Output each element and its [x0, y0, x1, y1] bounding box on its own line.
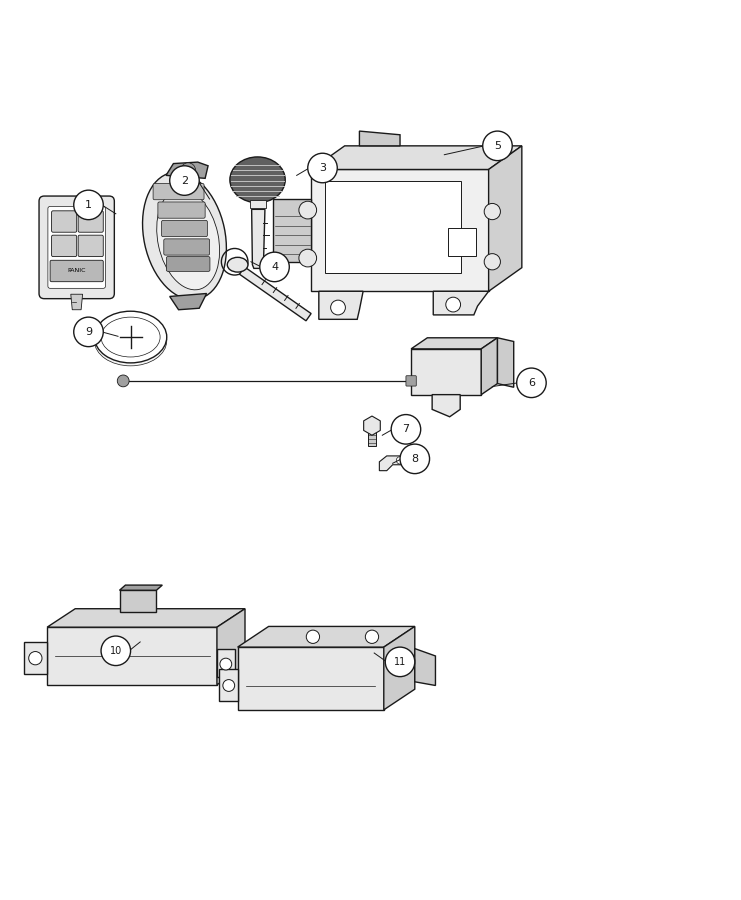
FancyBboxPatch shape — [164, 238, 210, 255]
FancyBboxPatch shape — [325, 181, 462, 273]
Circle shape — [117, 375, 129, 387]
Polygon shape — [170, 293, 207, 310]
Text: 4: 4 — [271, 262, 278, 272]
FancyBboxPatch shape — [153, 184, 204, 200]
FancyBboxPatch shape — [39, 196, 114, 299]
Polygon shape — [359, 131, 400, 146]
Ellipse shape — [94, 316, 167, 365]
FancyBboxPatch shape — [48, 206, 105, 288]
Polygon shape — [311, 169, 488, 292]
Circle shape — [484, 203, 500, 220]
Ellipse shape — [142, 172, 227, 300]
Polygon shape — [238, 626, 415, 647]
Circle shape — [299, 249, 316, 267]
Circle shape — [400, 444, 430, 473]
FancyBboxPatch shape — [52, 211, 76, 232]
Ellipse shape — [94, 311, 167, 363]
Circle shape — [181, 163, 196, 177]
Circle shape — [385, 647, 415, 677]
Polygon shape — [433, 292, 488, 315]
Circle shape — [260, 252, 289, 282]
Polygon shape — [384, 626, 415, 710]
FancyBboxPatch shape — [162, 220, 207, 237]
Polygon shape — [415, 649, 436, 686]
Polygon shape — [481, 338, 497, 394]
Polygon shape — [238, 647, 384, 710]
FancyBboxPatch shape — [368, 431, 376, 446]
FancyBboxPatch shape — [448, 228, 476, 256]
Polygon shape — [217, 608, 245, 685]
Ellipse shape — [227, 257, 248, 272]
Ellipse shape — [101, 317, 160, 357]
Text: 6: 6 — [528, 378, 535, 388]
Text: 3: 3 — [319, 163, 326, 173]
Circle shape — [299, 202, 316, 219]
Polygon shape — [411, 349, 481, 394]
Text: PANIC: PANIC — [67, 268, 86, 273]
Circle shape — [220, 658, 232, 670]
Circle shape — [74, 190, 103, 220]
Circle shape — [391, 415, 421, 444]
Circle shape — [446, 297, 461, 312]
FancyBboxPatch shape — [167, 256, 210, 272]
Circle shape — [308, 153, 337, 183]
Circle shape — [223, 680, 235, 691]
Polygon shape — [273, 199, 311, 262]
Text: 2: 2 — [181, 176, 188, 185]
Text: 9: 9 — [85, 327, 92, 337]
Polygon shape — [239, 267, 311, 320]
FancyBboxPatch shape — [158, 202, 205, 218]
Polygon shape — [432, 394, 460, 417]
Polygon shape — [319, 292, 363, 320]
Circle shape — [74, 317, 103, 346]
Polygon shape — [488, 146, 522, 292]
Text: 11: 11 — [394, 657, 406, 667]
Polygon shape — [497, 338, 514, 387]
Polygon shape — [250, 201, 267, 208]
Circle shape — [330, 300, 345, 315]
Circle shape — [170, 166, 199, 195]
Polygon shape — [119, 585, 162, 590]
Polygon shape — [219, 670, 238, 701]
Polygon shape — [217, 649, 236, 678]
FancyBboxPatch shape — [406, 375, 416, 386]
Text: 7: 7 — [402, 424, 410, 435]
Circle shape — [516, 368, 546, 398]
Polygon shape — [119, 590, 156, 612]
Polygon shape — [24, 642, 47, 674]
Polygon shape — [47, 627, 217, 685]
Text: 1: 1 — [85, 200, 92, 210]
Polygon shape — [71, 294, 82, 310]
Polygon shape — [411, 338, 497, 349]
Text: 10: 10 — [110, 646, 122, 656]
Polygon shape — [364, 416, 380, 436]
Text: 5: 5 — [494, 141, 501, 151]
Circle shape — [29, 652, 42, 665]
Circle shape — [396, 456, 404, 464]
Circle shape — [101, 636, 130, 666]
FancyBboxPatch shape — [78, 235, 103, 256]
Circle shape — [484, 254, 500, 270]
FancyBboxPatch shape — [50, 260, 103, 282]
Polygon shape — [166, 162, 208, 178]
Circle shape — [306, 630, 319, 644]
Polygon shape — [47, 608, 245, 627]
FancyBboxPatch shape — [52, 235, 76, 256]
Polygon shape — [311, 146, 522, 169]
Polygon shape — [379, 456, 408, 471]
Ellipse shape — [156, 189, 219, 290]
Circle shape — [365, 630, 379, 644]
Text: 8: 8 — [411, 454, 419, 464]
Polygon shape — [252, 210, 265, 268]
Ellipse shape — [230, 157, 285, 202]
Circle shape — [482, 131, 512, 160]
FancyBboxPatch shape — [78, 211, 103, 232]
